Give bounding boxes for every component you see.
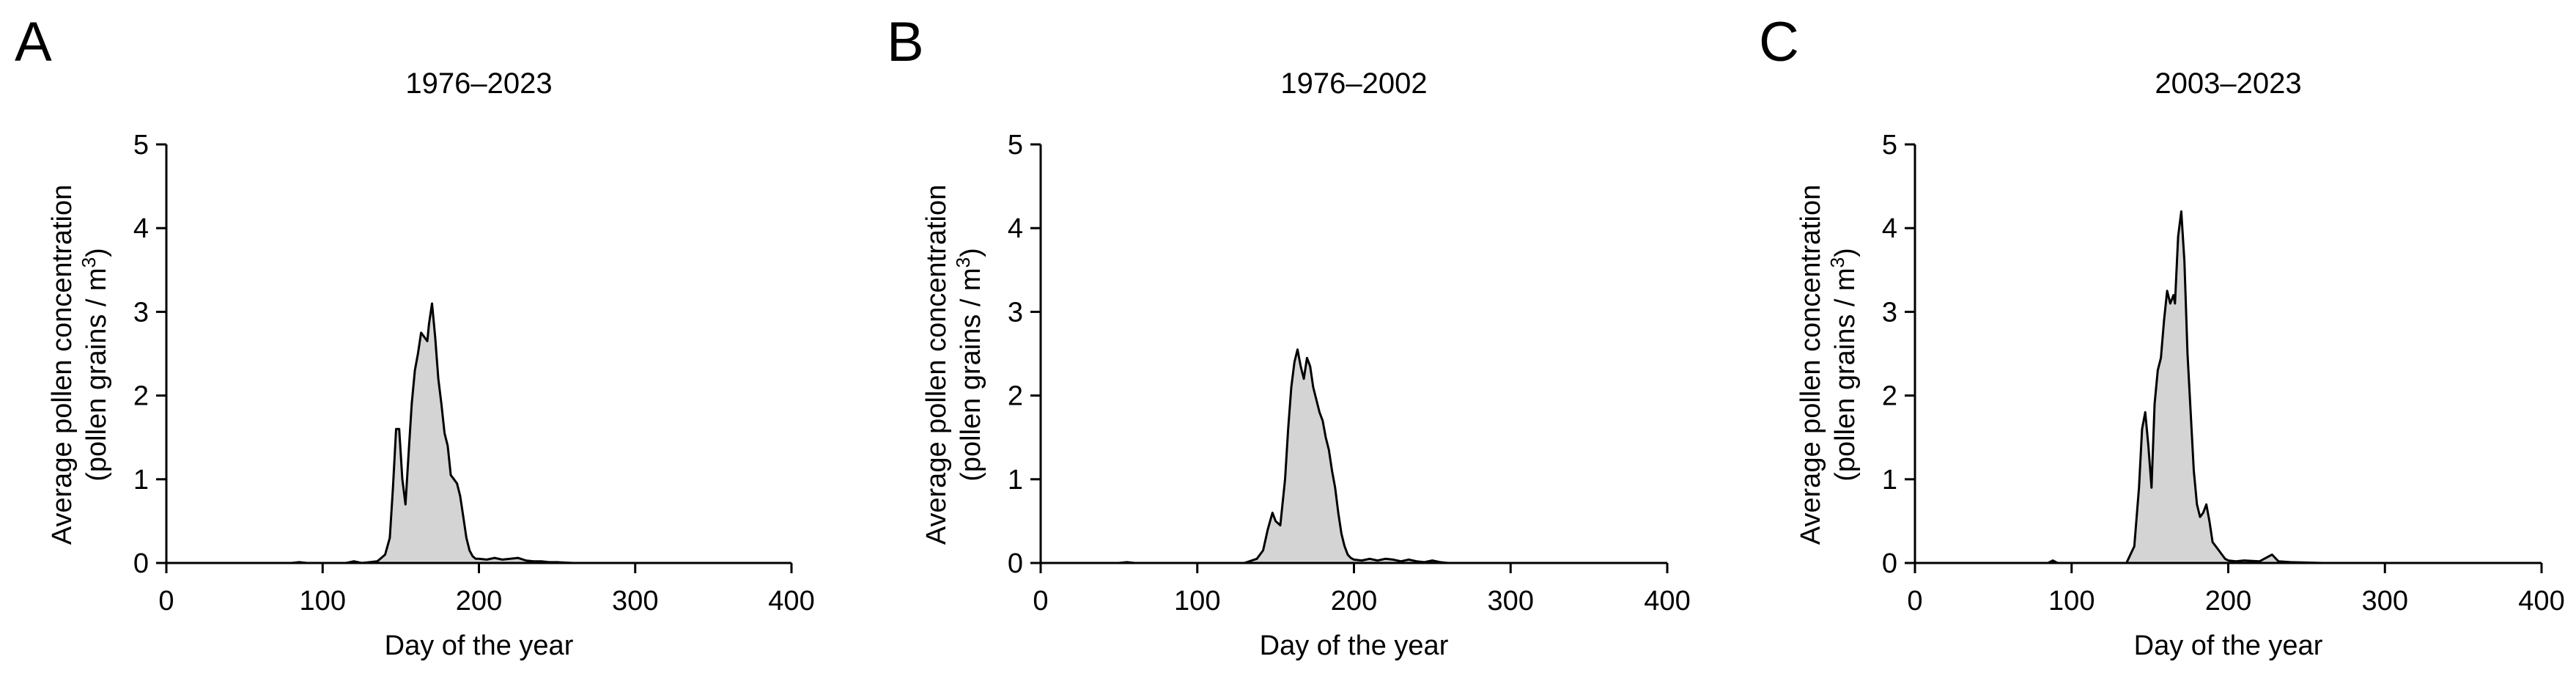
x-tick-label: 100	[2048, 586, 2095, 616]
x-tick-label: 0	[158, 586, 174, 616]
y-tick-label: 5	[1882, 130, 1897, 161]
chart-panel-c: C 2003–2023 0 1 2 3 4 5 0 100 200 300 400 Day of the …	[1759, 11, 2565, 661]
y-axis-title: Average pollen concentration (pollen grai…	[921, 185, 986, 545]
panel-title: 1976–2023	[405, 67, 552, 100]
series-line	[166, 302, 791, 564]
y-axis-unit: (pollen grains / m	[956, 268, 986, 481]
x-tick-label: 0	[1907, 586, 1922, 616]
y-axis-title-line2: (pollen grains / m3)	[1826, 248, 1861, 482]
y-tick-label: 0	[1008, 548, 1023, 579]
y-axis-title-line1: Average pollen concentration	[1796, 185, 1826, 545]
y-tick-label: 3	[1008, 297, 1023, 328]
x-axis-title: Day of the year	[1260, 630, 1449, 661]
x-tick-label: 0	[1033, 586, 1048, 616]
x-tick-label: 400	[768, 586, 814, 616]
x-tick-label: 300	[2362, 586, 2408, 616]
y-tick-label: 1	[1008, 465, 1023, 496]
y-axis-title-line1: Average pollen concentration	[47, 185, 78, 545]
y-axis-title-line2: (pollen grains / m3)	[952, 248, 986, 482]
y-axis-unit-superscript: 3	[1826, 257, 1848, 268]
y-axis-unit-close: )	[81, 248, 112, 257]
y-axis-unit-close: )	[1830, 248, 1861, 257]
y-axis-unit-superscript: 3	[78, 257, 100, 268]
x-axis-title: Day of the year	[385, 630, 574, 661]
y-axis-unit: (pollen grains / m	[1830, 268, 1861, 481]
series-area-fill	[1915, 211, 2542, 563]
x-tick-label: 400	[2518, 586, 2564, 616]
y-axis-title-line2: (pollen grains / m3)	[78, 248, 112, 482]
y-tick-label: 5	[133, 130, 149, 161]
panel-letter: A	[15, 11, 52, 73]
y-axis-unit: (pollen grains / m	[81, 268, 112, 481]
panel-letter: C	[1759, 11, 1799, 73]
y-tick-label: 4	[133, 213, 149, 244]
y-tick-label: 0	[1882, 548, 1897, 579]
y-tick-label: 1	[1882, 465, 1897, 496]
y-axis-unit-close: )	[956, 248, 986, 257]
x-tick-label: 100	[1174, 586, 1220, 616]
chart-panel-a: A 1976–2023 0 1 2 3 4 5 0 100 200 300 400 Day of the …	[15, 11, 815, 661]
y-tick-label: 3	[1882, 297, 1897, 328]
panel-letter: B	[887, 11, 924, 73]
y-tick-label: 5	[1008, 130, 1023, 161]
y-axis-title-line1: Average pollen concentration	[921, 185, 952, 545]
series-line	[1041, 348, 1667, 564]
y-tick-label: 2	[133, 381, 149, 412]
series-area-fill	[1041, 349, 1667, 563]
y-tick-label: 2	[1008, 381, 1023, 412]
y-axis-title: Average pollen concentration (pollen grai…	[1796, 185, 1861, 545]
y-tick-label: 3	[133, 297, 149, 328]
x-tick-label: 300	[1488, 586, 1534, 616]
x-axis-title: Day of the year	[2134, 630, 2323, 661]
y-tick-label: 1	[133, 465, 149, 496]
series-area-fill	[166, 303, 791, 563]
panel-title: 2003–2023	[2155, 67, 2301, 100]
x-tick-label: 200	[1331, 586, 1377, 616]
y-axis-title: Average pollen concentration (pollen grai…	[47, 185, 112, 545]
series-line	[1915, 210, 2542, 564]
y-tick-label: 0	[133, 548, 149, 579]
y-tick-label: 4	[1882, 213, 1897, 244]
x-tick-label: 300	[612, 586, 658, 616]
y-tick-label: 2	[1882, 381, 1897, 412]
y-axis-unit-superscript: 3	[952, 257, 974, 268]
panel-title: 1976–2002	[1280, 67, 1427, 100]
y-tick-label: 4	[1008, 213, 1023, 244]
chart-panel-b: B 1976–2002 0 1 2 3 4 5 0 100 200 300 400 Day of the …	[887, 11, 1691, 661]
x-tick-label: 100	[300, 586, 346, 616]
x-tick-label: 200	[2205, 586, 2251, 616]
x-tick-label: 400	[1644, 586, 1690, 616]
x-tick-label: 200	[456, 586, 502, 616]
